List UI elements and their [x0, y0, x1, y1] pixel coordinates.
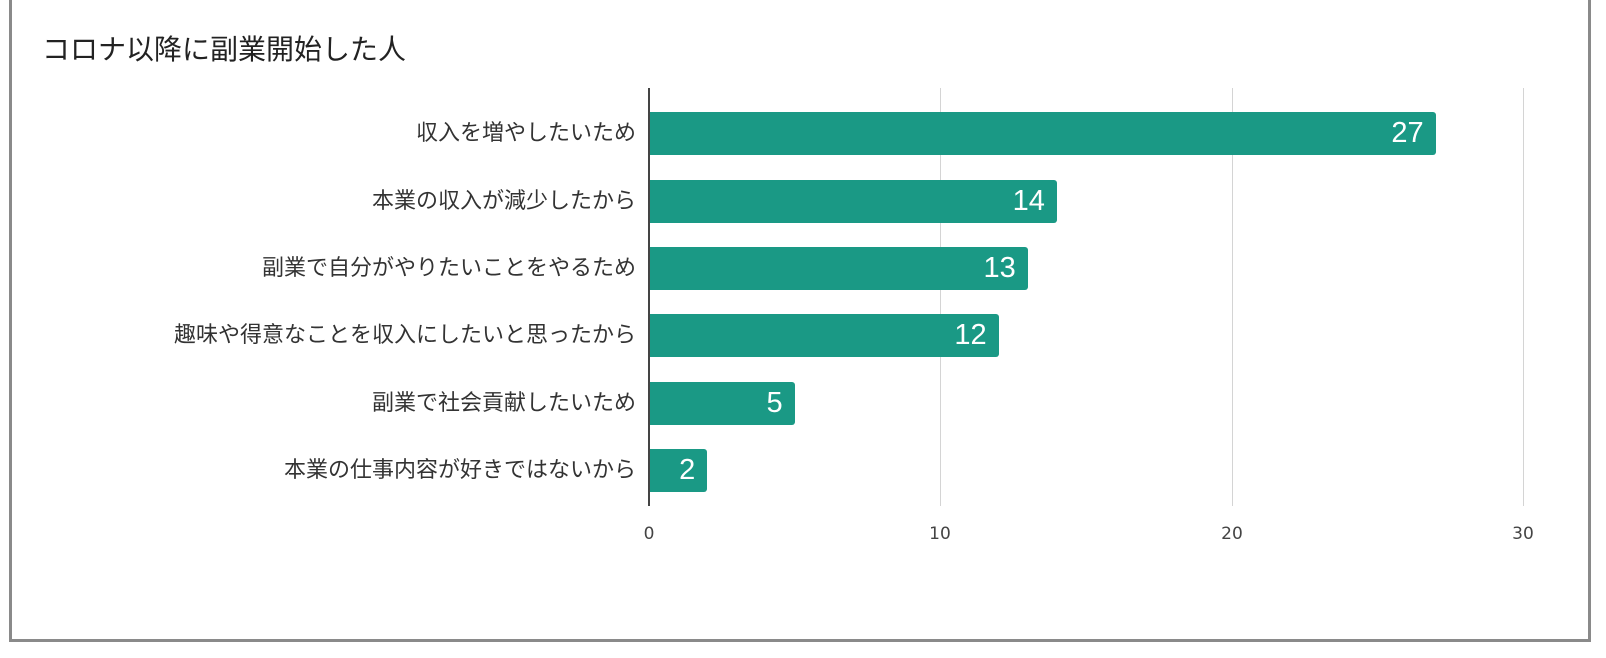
category-label: 本業の仕事内容が好きではないから [283, 458, 636, 483]
category-label: 収入を増やしたいため [415, 121, 636, 146]
bar-value-label: 5 [766, 387, 783, 419]
bar: 13 [650, 247, 1028, 290]
bar-value-label: 12 [954, 319, 987, 351]
y-axis-line [648, 88, 650, 506]
bar: 14 [650, 180, 1057, 223]
bar-value-label: 14 [1012, 185, 1045, 217]
bar-value-label: 27 [1391, 117, 1424, 149]
gridline-10 [940, 88, 941, 506]
bar: 2 [650, 449, 708, 492]
gridline-30 [1523, 88, 1524, 506]
bar-value-label: 13 [983, 252, 1016, 284]
bar: 12 [650, 314, 999, 357]
bar: 27 [650, 112, 1436, 155]
bar-value-label: 2 [679, 454, 696, 486]
bar: 5 [650, 382, 795, 425]
category-label: 本業の収入が減少したから [371, 189, 636, 214]
gridline-20 [1232, 88, 1233, 506]
category-label: 副業で自分がやりたいことをやるため [261, 256, 636, 281]
category-label: 趣味や得意なことを収入にしたいと思ったから [173, 323, 636, 348]
x-tick-label: 0 [643, 524, 655, 544]
x-tick-label: 10 [929, 524, 951, 544]
category-label: 副業で社会貢献したいため [371, 391, 636, 416]
x-tick-label: 30 [1512, 524, 1534, 544]
chart-title: コロナ以降に副業開始した人 [42, 33, 407, 66]
x-tick-label: 20 [1221, 524, 1243, 544]
